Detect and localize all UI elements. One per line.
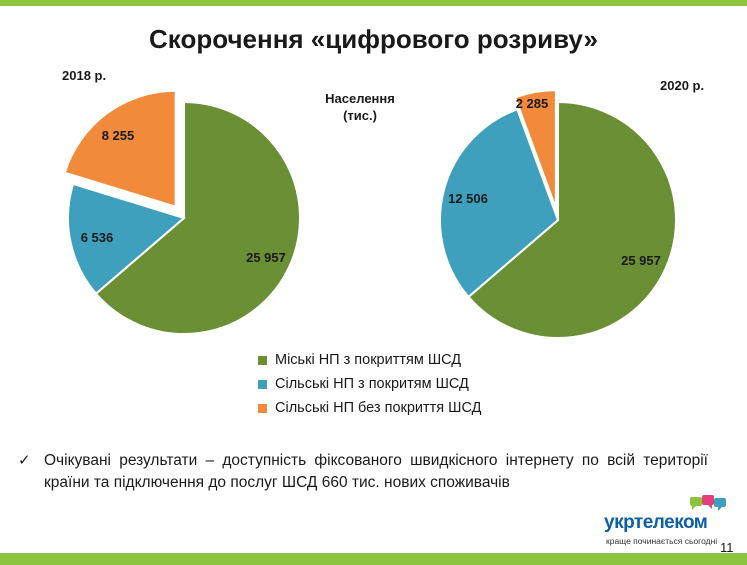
- pie-2020-value-label-rural-uncovered: 2 285: [516, 96, 549, 111]
- pie-2020-value-label-urban-covered: 25 957: [621, 253, 661, 268]
- check-icon: ✓: [18, 452, 31, 469]
- legend-swatch-urban-covered: [258, 355, 267, 365]
- slide-title: Скорочення «цифрового розриву»: [149, 24, 598, 54]
- pie-2020-slice-rural-covered: [439, 107, 560, 299]
- unit-label: Населення (тис.): [300, 90, 420, 124]
- logo-wordmark: укртелеком: [604, 512, 708, 533]
- pie-2020-title: 2020 р.: [660, 78, 705, 93]
- legend-label-rural-uncovered: Сільські НП без покриття ШСД: [275, 400, 482, 416]
- legend-label-rural-covered: Сільські НП з покритям ШСД: [275, 376, 469, 392]
- pie-2018-title: 2018 р.: [62, 68, 107, 83]
- legend-swatch-rural-covered: [258, 379, 267, 389]
- legend: Міські НП з покриттям ШСД Сільські НП з …: [258, 348, 481, 420]
- unit-label-line2: (тис.): [343, 108, 377, 123]
- legend-item-rural-covered: Сільські НП з покритям ШСД: [258, 372, 481, 396]
- legend-item-urban-covered: Міські НП з покриттям ШСД: [258, 348, 481, 372]
- bottom-accent-bar: [0, 553, 747, 565]
- pie-2018-value-label-urban-covered: 25 957: [246, 250, 286, 265]
- top-accent-bar: [0, 0, 747, 6]
- unit-label-line1: Населення: [325, 91, 395, 106]
- pie-2020: 25 957 12 506 2 285: [439, 89, 677, 339]
- logo-speech-bubbles-icon: [690, 495, 726, 511]
- pie-2018-slice-rural-uncovered: [63, 89, 177, 209]
- page-number: 11: [720, 540, 734, 555]
- pie-2018-slice-rural-covered: [67, 182, 187, 296]
- pie-2018: 25 957 6 536 8 255: [63, 89, 301, 335]
- pie-2018-slice-urban-covered: [94, 100, 301, 335]
- legend-label-urban-covered: Міські НП з покриттям ШСД: [275, 352, 462, 368]
- pie-2018-value-label-rural-uncovered: 8 255: [102, 128, 135, 143]
- pie-2020-slice-rural-uncovered: [513, 89, 557, 209]
- expected-results-note: ✓ Очікувані результати – доступність фік…: [18, 450, 708, 494]
- expected-results-text: Очікувані результати – доступність фіксо…: [44, 452, 708, 491]
- logo-tagline: краще починається сьогодні: [606, 536, 718, 546]
- pie-2020-value-label-rural-covered: 12 506: [448, 191, 488, 206]
- pie-2020-slice-urban-covered: [467, 100, 677, 339]
- legend-item-rural-uncovered: Сільські НП без покриття ШСД: [258, 396, 481, 420]
- legend-swatch-rural-uncovered: [258, 403, 267, 413]
- pie-2018-value-label-rural-covered: 6 536: [81, 230, 114, 245]
